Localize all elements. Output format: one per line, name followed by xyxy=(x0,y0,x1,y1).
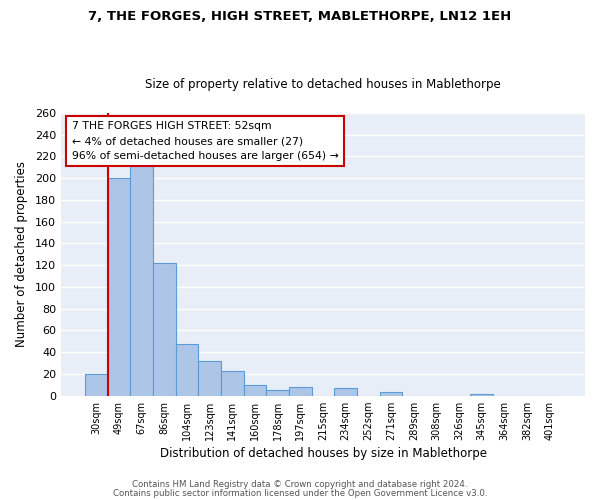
Bar xyxy=(289,387,311,396)
Title: Size of property relative to detached houses in Mablethorpe: Size of property relative to detached ho… xyxy=(145,78,501,91)
Bar xyxy=(470,394,493,396)
Bar xyxy=(198,361,221,396)
Bar xyxy=(244,385,266,396)
Bar xyxy=(380,392,403,396)
Bar xyxy=(266,390,289,396)
Y-axis label: Number of detached properties: Number of detached properties xyxy=(15,162,28,348)
Text: 7, THE FORGES, HIGH STREET, MABLETHORPE, LN12 1EH: 7, THE FORGES, HIGH STREET, MABLETHORPE,… xyxy=(88,10,512,23)
Text: 7 THE FORGES HIGH STREET: 52sqm
← 4% of detached houses are smaller (27)
96% of : 7 THE FORGES HIGH STREET: 52sqm ← 4% of … xyxy=(71,122,338,161)
Text: Contains public sector information licensed under the Open Government Licence v3: Contains public sector information licen… xyxy=(113,489,487,498)
Bar xyxy=(334,388,357,396)
Bar xyxy=(107,178,130,396)
Bar xyxy=(221,370,244,396)
Bar xyxy=(130,164,153,396)
Text: Contains HM Land Registry data © Crown copyright and database right 2024.: Contains HM Land Registry data © Crown c… xyxy=(132,480,468,489)
X-axis label: Distribution of detached houses by size in Mablethorpe: Distribution of detached houses by size … xyxy=(160,447,487,460)
Bar xyxy=(153,263,176,396)
Bar xyxy=(176,344,198,396)
Bar xyxy=(85,374,107,396)
